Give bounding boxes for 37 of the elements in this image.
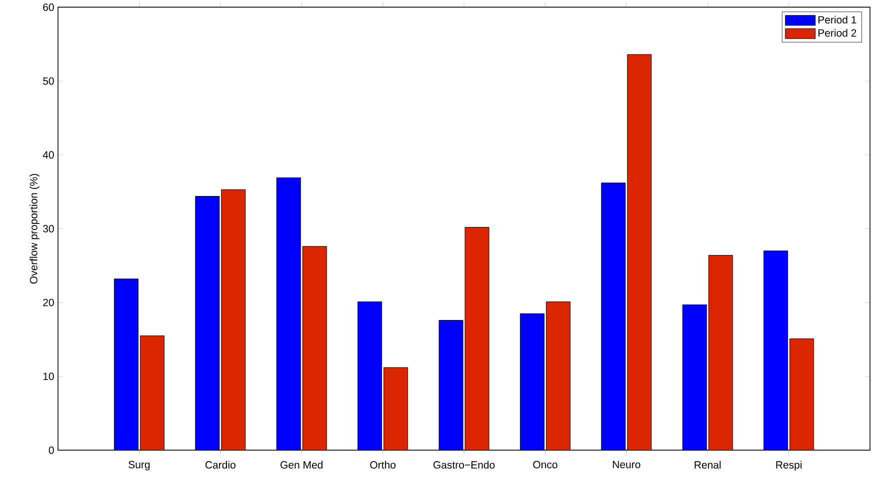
bar [520,313,544,450]
y-axis-title: Overflow proportion (%) [30,174,40,284]
bar [384,367,408,450]
bar [221,189,246,450]
bar [764,250,788,450]
x-tick-label: Cardio [205,460,236,469]
legend-label: Period 1 [818,16,856,24]
bar [601,182,626,450]
bar [464,226,490,450]
x-tick-label: Ortho [370,460,396,469]
bar [114,278,138,450]
bar [438,320,464,450]
x-tick-label: Renal [694,460,721,469]
x-tick-label: Onco [533,460,558,468]
bar [195,196,220,450]
y-tick-label: 10 [43,372,54,380]
bar [546,301,570,450]
bar [358,301,382,450]
y-tick-label: 50 [43,77,54,85]
legend-label: Period 2 [818,28,856,37]
y-tick-label: 30 [43,224,54,232]
y-tick-label: 20 [43,298,54,306]
bar [276,177,301,450]
bar [790,338,814,450]
bar [302,246,327,450]
x-tick-label: Surg [128,460,150,470]
y-tick-label: 40 [42,151,54,159]
x-tick-label: Respi [776,460,802,471]
y-tick-label: 60 [43,3,54,11]
y-tick-label: 0 [48,446,54,454]
x-tick-label: Neuro [612,460,640,468]
x-tick-label: Gen Med [280,460,323,469]
bar [708,255,733,450]
bar [627,54,652,450]
x-tick-label: Gastro−Endo [433,460,495,469]
bar [682,304,707,450]
bar [140,335,164,450]
